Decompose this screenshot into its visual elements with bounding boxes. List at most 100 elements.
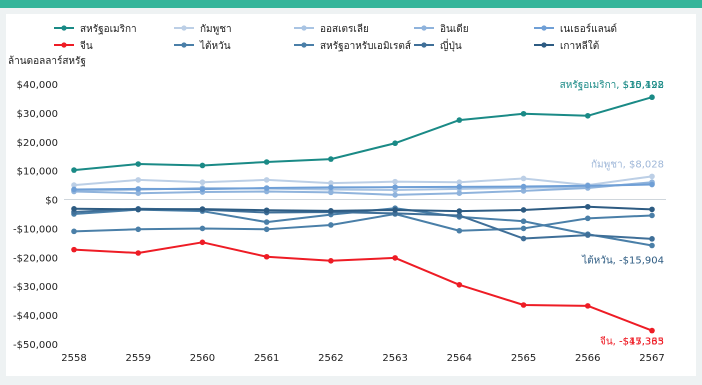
data-point	[520, 110, 527, 117]
legend-marker	[541, 42, 547, 48]
x-tick-label: 2564	[447, 353, 472, 364]
data-point	[135, 226, 142, 233]
data-point	[263, 159, 270, 165]
x-tick-label: 2559	[125, 353, 150, 364]
data-point	[199, 179, 206, 186]
legend-marker	[61, 42, 67, 48]
legend-label: ญี่ปุ่น	[440, 38, 462, 52]
top-accent-bar	[0, 0, 702, 8]
legend-marker	[301, 42, 307, 48]
data-point	[649, 181, 655, 188]
data-point	[199, 239, 206, 246]
data-point	[328, 258, 334, 264]
data-point	[456, 208, 463, 214]
y-tick-label: -$40,000	[13, 311, 58, 322]
series-line	[73, 207, 653, 240]
annotation-label: กัมพูชา, $8,028	[591, 159, 664, 170]
legend-label: อินเดีย	[440, 23, 469, 35]
data-point	[71, 246, 77, 253]
legend-item-สหรัฐอเมริกา: สหรัฐอเมริกา	[54, 24, 137, 35]
data-point	[328, 222, 334, 228]
data-point	[392, 207, 398, 213]
legend-label: กัมพูชา	[200, 24, 232, 35]
data-point	[199, 225, 206, 232]
legend-label: ออสเตรเลีย	[320, 23, 369, 35]
data-point	[584, 303, 591, 309]
x-tick-label: 2563	[382, 353, 407, 364]
legend-item-เกาหลีใต้: เกาหลีใต้	[534, 40, 599, 52]
series-กัมพูชา	[71, 173, 655, 188]
data-point	[456, 190, 463, 196]
annotation-label: จีน, -$45,365	[600, 336, 664, 348]
legend-marker	[421, 42, 427, 48]
y-tick-label: -$10,000	[13, 224, 58, 235]
data-point	[135, 250, 142, 256]
data-point	[263, 207, 270, 214]
data-point	[392, 192, 398, 198]
data-point	[263, 177, 270, 183]
x-tick-label: 2567	[639, 353, 664, 364]
y-tick-label: $10,000	[17, 167, 58, 178]
legend-label: ไต้หวัน	[199, 40, 231, 52]
y-tick-label: $30,000	[17, 109, 58, 120]
series-line	[73, 207, 653, 247]
series-lines	[71, 94, 655, 334]
legend-marker	[181, 25, 187, 31]
series-line	[73, 213, 653, 233]
series-จีน	[71, 239, 655, 334]
data-point	[649, 242, 655, 249]
data-point	[135, 186, 142, 192]
data-point	[520, 235, 527, 242]
legend-item-เนเธอร์แลนด์: เนเธอร์แลนด์	[534, 23, 617, 35]
legend-marker	[541, 25, 547, 31]
data-point	[584, 203, 591, 210]
data-point	[135, 177, 142, 183]
data-point	[649, 327, 655, 334]
x-tick-label: 2561	[254, 353, 279, 364]
series-line	[73, 241, 653, 332]
data-point	[199, 206, 206, 212]
data-point	[649, 94, 655, 101]
legend-label: จีน	[80, 40, 93, 52]
annotations: สหรัฐอเมริกา, $35,428$10,192 กัมพูชา, $8,…	[560, 80, 664, 347]
series-line	[73, 175, 653, 187]
x-tick-label: 2560	[190, 353, 215, 364]
legend-marker	[301, 25, 307, 31]
data-point	[71, 186, 77, 193]
data-point	[456, 179, 463, 186]
data-point	[263, 226, 270, 233]
data-point	[199, 162, 206, 169]
data-point	[649, 206, 655, 213]
series-สหรัฐอเมริกา	[71, 94, 655, 173]
series-line	[73, 181, 653, 196]
data-point	[584, 215, 591, 222]
data-point	[520, 302, 527, 308]
y-tick-label: -$20,000	[13, 253, 58, 264]
annotation-label: -$17,333	[619, 337, 664, 348]
data-point	[199, 186, 206, 192]
legend-item-ไต้หวัน: ไต้หวัน	[174, 40, 231, 52]
data-point	[520, 183, 527, 190]
series-เนเธอร์แลนด์	[71, 181, 655, 193]
data-point	[328, 184, 334, 191]
chart-card: สหรัฐอเมริกาจีน กัมพูชาไต้หวัน ออสเตรเลียส…	[6, 14, 696, 376]
annotation-label: ไต้หวัน, -$15,904	[581, 255, 664, 267]
data-point	[135, 161, 142, 167]
data-point	[649, 212, 655, 219]
data-point	[584, 182, 591, 189]
data-point	[328, 208, 334, 214]
data-point	[520, 175, 527, 182]
legend-label: เกาหลีใต้	[560, 40, 599, 52]
data-point	[328, 156, 334, 162]
legend-label: เนเธอร์แลนด์	[560, 23, 617, 35]
data-point	[392, 255, 398, 261]
y-tick-label: -$50,000	[13, 340, 58, 351]
legend-item-จีน: จีน	[54, 40, 93, 52]
legend-label: สหรัฐอาหรับเอมิเรตส์	[320, 40, 411, 52]
data-point	[649, 173, 655, 180]
series-line	[73, 205, 653, 213]
annotation-label: $10,192	[623, 80, 664, 91]
legend-marker	[421, 25, 427, 31]
